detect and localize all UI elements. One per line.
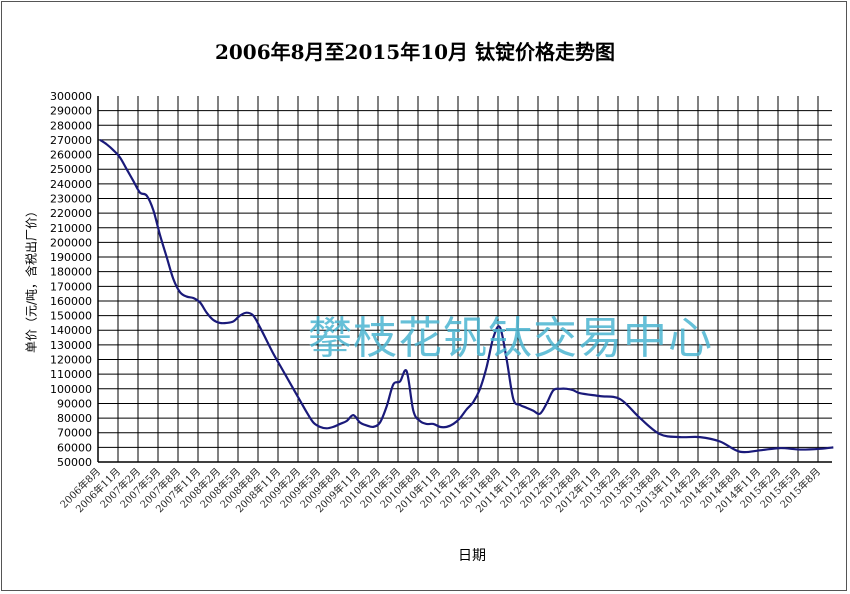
y-tick-label: 150000 <box>50 310 92 323</box>
y-tick-label: 250000 <box>50 163 92 176</box>
y-tick-label: 280000 <box>50 119 92 132</box>
y-tick-label: 160000 <box>50 295 92 308</box>
y-tick-label: 210000 <box>50 222 92 235</box>
y-tick-label: 260000 <box>50 149 92 162</box>
y-tick-label: 140000 <box>50 324 92 337</box>
y-tick-label: 60000 <box>57 441 92 454</box>
y-tick-label: 90000 <box>57 397 92 410</box>
price-line <box>99 138 834 454</box>
y-tick-label: 100000 <box>50 383 92 396</box>
y-tick-label: 110000 <box>50 368 92 381</box>
y-tick-label: 80000 <box>57 412 92 425</box>
y-tick-label: 180000 <box>50 266 92 279</box>
watermark: 攀枝花钒钛交易中心 <box>308 313 713 364</box>
x-axis-label: 日期 <box>458 548 486 564</box>
y-tick-label: 230000 <box>50 192 92 205</box>
y-tick-label: 130000 <box>50 339 92 352</box>
y-tick-label: 190000 <box>50 251 92 264</box>
y-tick-label: 300000 <box>50 90 92 103</box>
y-tick-label: 50000 <box>57 456 92 469</box>
y-tick-label: 240000 <box>50 178 92 191</box>
y-tick-label: 220000 <box>50 207 92 220</box>
chart-title: 2006年8月至2015年10月 钛锭价格走势图 <box>214 40 616 64</box>
y-tick-label: 270000 <box>50 134 92 147</box>
y-tick-label: 70000 <box>57 427 92 440</box>
y-tick-label: 200000 <box>50 236 92 249</box>
y-tick-label: 170000 <box>50 280 92 293</box>
y-tick-label: 120000 <box>50 354 92 367</box>
y-tick-label: 290000 <box>50 105 92 118</box>
